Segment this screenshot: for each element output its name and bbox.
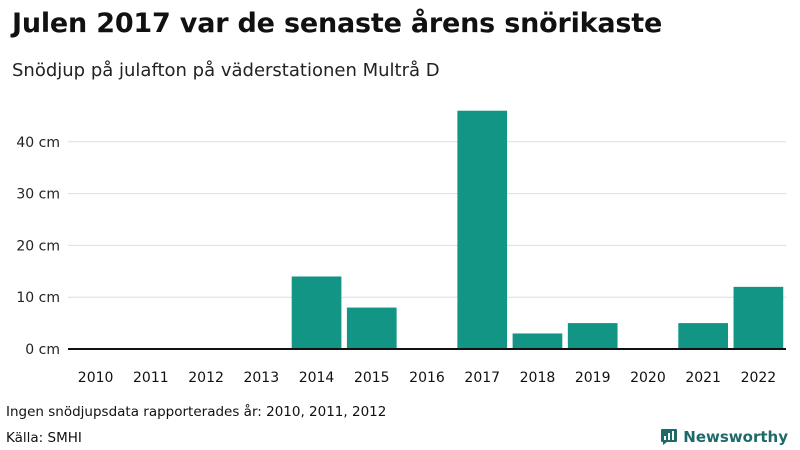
gridlines [68,141,786,298]
bar-2014 [291,276,342,349]
x-tick-labels: 2010 2011 2012 2013 2014 2015 2016 2017 2018 2019… [78,370,776,386]
chart-title: Julen 2017 var de senaste årens snörikas… [12,8,663,39]
source-label: Källa: SMHI [6,430,82,446]
x-tick-label: 2020 [630,370,666,386]
x-tick-label: 2019 [575,370,611,386]
x-tick-label: 2014 [299,370,335,386]
bar-2019 [567,323,618,349]
x-tick-label: 2011 [133,370,169,386]
y-tick-label: 20 cm [16,238,60,254]
bars [291,110,784,349]
x-tick-label: 2018 [520,370,556,386]
x-tick-label: 2021 [685,370,721,386]
bar-2022 [733,286,784,349]
x-tick-label: 2017 [464,370,500,386]
y-tick-label: 30 cm [16,187,60,203]
y-tick-label: 0 cm [25,342,60,358]
x-tick-label: 2013 [243,370,279,386]
bar-2018 [512,333,563,349]
x-tick-label: 2016 [409,370,445,386]
y-tick-labels: 0 cm 10 cm 20 cm 30 cm 40 cm [16,135,60,358]
chart-subtitle: Snödjup på julafton på väderstationen Mu… [12,60,440,81]
y-tick-label: 40 cm [16,135,60,151]
newsworthy-brand: Newsworthy [660,428,788,446]
bar-2017 [457,110,508,349]
x-tick-label: 2012 [188,370,224,386]
bar-2015 [346,307,397,349]
x-tick-label: 2015 [354,370,390,386]
brand-name: Newsworthy [683,428,788,446]
newsworthy-logo-icon [661,429,678,445]
missing-data-note: Ingen snödjupsdata rapporterades år: 201… [6,404,387,420]
x-tick-label: 2010 [78,370,114,386]
bar-2021 [678,323,729,349]
y-tick-label: 10 cm [16,290,60,306]
x-tick-label: 2022 [741,370,777,386]
